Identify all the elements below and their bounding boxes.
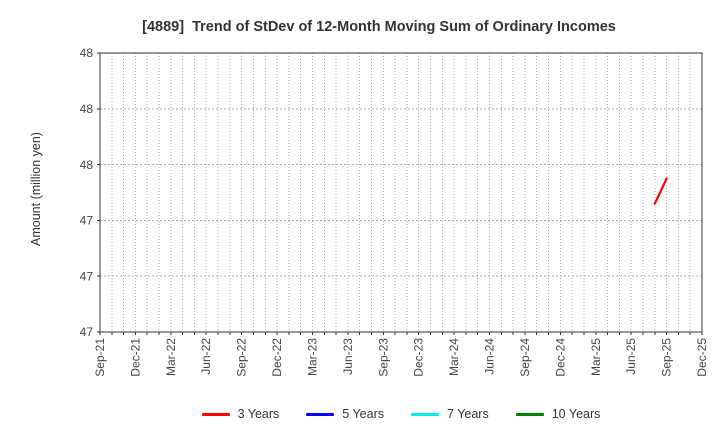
x-tick-label: Jun-22 xyxy=(199,338,213,375)
axis-ticks xyxy=(97,52,703,335)
legend-line-swatch xyxy=(515,412,544,416)
legend-label: 10 Years xyxy=(551,406,601,421)
legend-label: 3 Years xyxy=(237,406,280,421)
x-tick-label: Mar-25 xyxy=(589,338,603,376)
y-tick-label: 47 xyxy=(80,269,94,283)
tick-labels: Sep-21 Dec-21 Mar-22 Jun-22 Sep-22 Dec-22 Mar-… xyxy=(80,46,709,377)
legend: 3 Years 5 Years 7 Years 10 Years xyxy=(100,402,702,426)
x-tick-label: Sep-25 xyxy=(660,338,674,377)
legend-line-swatch xyxy=(201,412,230,416)
y-tick-label: 47 xyxy=(80,325,94,339)
x-tick-label: Jun-25 xyxy=(624,338,638,375)
x-tick-label: Sep-22 xyxy=(235,338,249,377)
x-tick-label: Mar-24 xyxy=(447,338,461,376)
x-tick-label: Dec-23 xyxy=(412,338,426,377)
y-tick-label: 47 xyxy=(80,214,94,228)
legend-label: 5 Years xyxy=(342,406,385,421)
x-tick-label: Sep-24 xyxy=(518,338,532,377)
y-tick-label: 48 xyxy=(80,158,94,172)
y-axis-label: Amount (million yen) xyxy=(29,132,43,246)
chart-title: [4889] Trend of StDev of 12-Month Moving… xyxy=(142,19,616,35)
series-lines xyxy=(653,177,668,205)
x-tick-label: Sep-23 xyxy=(376,338,390,377)
legend-item-3-years: 3 Years xyxy=(201,406,280,421)
legend-label: 7 Years xyxy=(447,406,489,421)
legend-line-swatch xyxy=(411,412,440,416)
x-tick-label: Sep-21 xyxy=(93,338,107,377)
x-tick-label: Dec-24 xyxy=(553,338,567,377)
x-tick-label: Mar-23 xyxy=(305,338,319,376)
plot-border-rect xyxy=(99,52,703,333)
y-tick-label: 48 xyxy=(80,102,94,116)
x-tick-label: Dec-21 xyxy=(128,338,142,377)
x-tick-label: Jun-23 xyxy=(341,338,355,375)
x-tick-label: Mar-22 xyxy=(164,338,178,376)
plot-border xyxy=(99,52,703,333)
x-tick-label: Dec-25 xyxy=(695,338,709,377)
legend-item-5-years: 5 Years xyxy=(306,408,384,421)
legend-line-swatch xyxy=(306,412,335,416)
gridlines xyxy=(100,53,702,332)
legend-item-7-years: 7 Years xyxy=(411,408,489,421)
legend-item-10-years: 10 Years xyxy=(515,406,601,421)
series-line-3-years xyxy=(653,177,668,205)
x-tick-label: Jun-24 xyxy=(483,338,497,375)
y-tick-label: 48 xyxy=(80,46,94,60)
x-tick-label: Dec-22 xyxy=(270,338,284,377)
